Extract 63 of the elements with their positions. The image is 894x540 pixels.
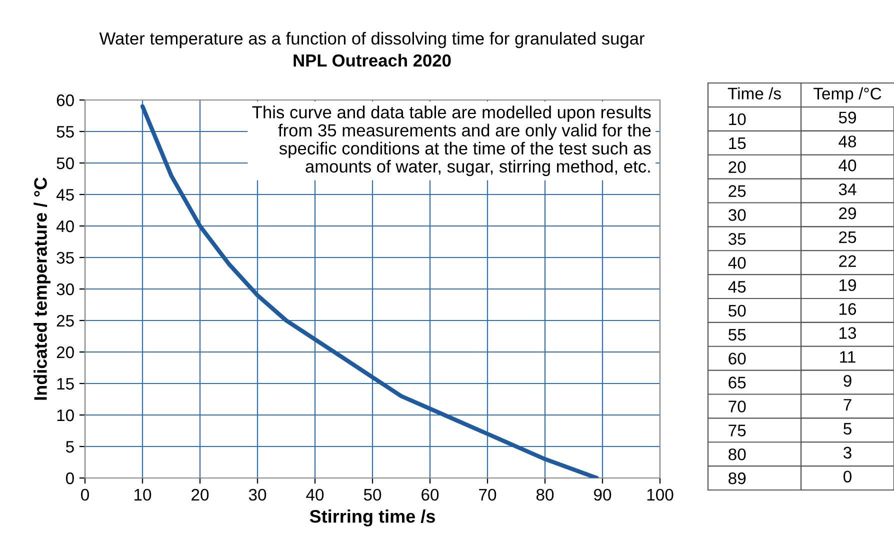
data-label: 25 xyxy=(839,231,856,244)
x-tick-label: 70 xyxy=(479,488,496,501)
data-label: 34 xyxy=(838,183,856,196)
y-axis-title: Indicated temperature / °C xyxy=(34,178,50,400)
data-label: 16 xyxy=(840,303,856,315)
x-axis-title: Stirring time /s xyxy=(310,510,435,526)
y-tick-label: 65 xyxy=(728,376,746,388)
data-label: 11 xyxy=(840,351,856,363)
y-tick-label: 30 xyxy=(728,209,746,221)
x-tick-label: 40 xyxy=(306,488,324,501)
y-tick-label: 15 xyxy=(57,378,74,390)
data-label: 22 xyxy=(839,255,856,267)
data-label: 0 xyxy=(844,470,852,483)
y-tick-label: 55 xyxy=(56,126,74,138)
y-tick-label: 25 xyxy=(728,185,746,197)
annotation: This curve and data table are modelled upon results from 35 measurements and are only valid for the specific conditions at the time of the test such as amounts of water, sugar, stirring method, etc. xyxy=(252,106,651,176)
y-tick-label: 45 xyxy=(56,189,74,201)
y-tick-label: 60 xyxy=(728,352,746,365)
y-tick-label: 15 xyxy=(729,137,746,150)
data-label: 13 xyxy=(840,327,856,339)
y-tick-label: 89 xyxy=(728,472,746,484)
x-tick-label: 60 xyxy=(422,488,439,501)
x-tick-label: Temp /°C xyxy=(814,87,882,103)
x-tick-label: 10 xyxy=(134,488,152,501)
data-label: 9 xyxy=(844,374,852,387)
y-tick-label: 25 xyxy=(56,314,74,327)
x-tick-label: 90 xyxy=(594,488,612,501)
y-tick-label: 40 xyxy=(728,256,746,269)
y-tick-label: 55 xyxy=(728,328,746,341)
data-label: 59 xyxy=(838,112,856,124)
y-tick-label: 35 xyxy=(56,252,74,264)
y-tick-label: 50 xyxy=(56,157,74,170)
data-label: 7 xyxy=(844,399,852,411)
x-tick-label: 50 xyxy=(364,488,382,501)
y-tick-label: 45 xyxy=(728,281,746,293)
chart-subtitle: NPL Outreach 2020 xyxy=(294,54,451,67)
data-label: 29 xyxy=(839,207,856,220)
y-axis-title: Time /s xyxy=(728,87,781,100)
x-tick-label: 100 xyxy=(647,488,674,501)
x-tick-label: 20 xyxy=(192,488,209,501)
y-tick-label: 35 xyxy=(728,233,746,245)
y-tick-label: 75 xyxy=(728,424,746,436)
y-tick-label: 30 xyxy=(56,283,74,296)
x-tick-label: 30 xyxy=(248,488,266,501)
x-tick-label: 80 xyxy=(536,488,554,501)
y-tick-label: 0 xyxy=(66,472,74,484)
y-tick-label: 20 xyxy=(56,346,74,358)
y-tick-label: 10 xyxy=(57,409,74,422)
y-tick-label: 50 xyxy=(728,304,746,317)
y-tick-label: 80 xyxy=(728,448,746,460)
data-label: 5 xyxy=(844,423,852,435)
chart-title: Water temperature as a function of dissolving time for granulated sugar xyxy=(99,32,644,48)
y-tick-label: 10 xyxy=(729,113,746,126)
y-tick-label: 20 xyxy=(728,161,746,174)
data-label: 3 xyxy=(844,446,852,459)
y-tick-label: 5 xyxy=(66,441,74,453)
data-label: 48 xyxy=(838,136,856,148)
data-label: 40 xyxy=(838,160,856,172)
y-tick-label: 60 xyxy=(56,94,74,106)
y-tick-label: 70 xyxy=(728,400,746,412)
x-tick-label: 0 xyxy=(81,488,89,501)
data-label: 19 xyxy=(840,279,856,292)
y-tick-label: 40 xyxy=(56,220,74,232)
